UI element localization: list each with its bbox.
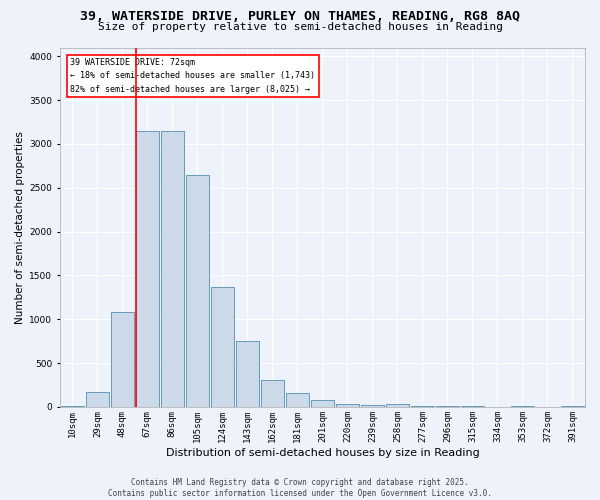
Text: Contains HM Land Registry data © Crown copyright and database right 2025.
Contai: Contains HM Land Registry data © Crown c… <box>108 478 492 498</box>
Y-axis label: Number of semi-detached properties: Number of semi-detached properties <box>15 131 25 324</box>
X-axis label: Distribution of semi-detached houses by size in Reading: Distribution of semi-detached houses by … <box>166 448 479 458</box>
Bar <box>211 287 234 407</box>
Bar <box>136 131 159 407</box>
Bar <box>261 380 284 407</box>
Bar <box>386 404 409 407</box>
Bar <box>111 312 134 407</box>
Bar <box>236 341 259 407</box>
Bar <box>161 131 184 407</box>
Text: 39, WATERSIDE DRIVE, PURLEY ON THAMES, READING, RG8 8AQ: 39, WATERSIDE DRIVE, PURLEY ON THAMES, R… <box>80 10 520 23</box>
Bar <box>336 404 359 407</box>
Bar <box>286 394 309 407</box>
Bar <box>361 405 384 407</box>
Text: 39 WATERSIDE DRIVE: 72sqm
← 18% of semi-detached houses are smaller (1,743)
82% : 39 WATERSIDE DRIVE: 72sqm ← 18% of semi-… <box>70 58 316 94</box>
Bar <box>61 406 84 407</box>
Text: Size of property relative to semi-detached houses in Reading: Size of property relative to semi-detach… <box>97 22 503 32</box>
Bar <box>186 174 209 407</box>
Bar <box>86 392 109 407</box>
Bar <box>311 400 334 407</box>
